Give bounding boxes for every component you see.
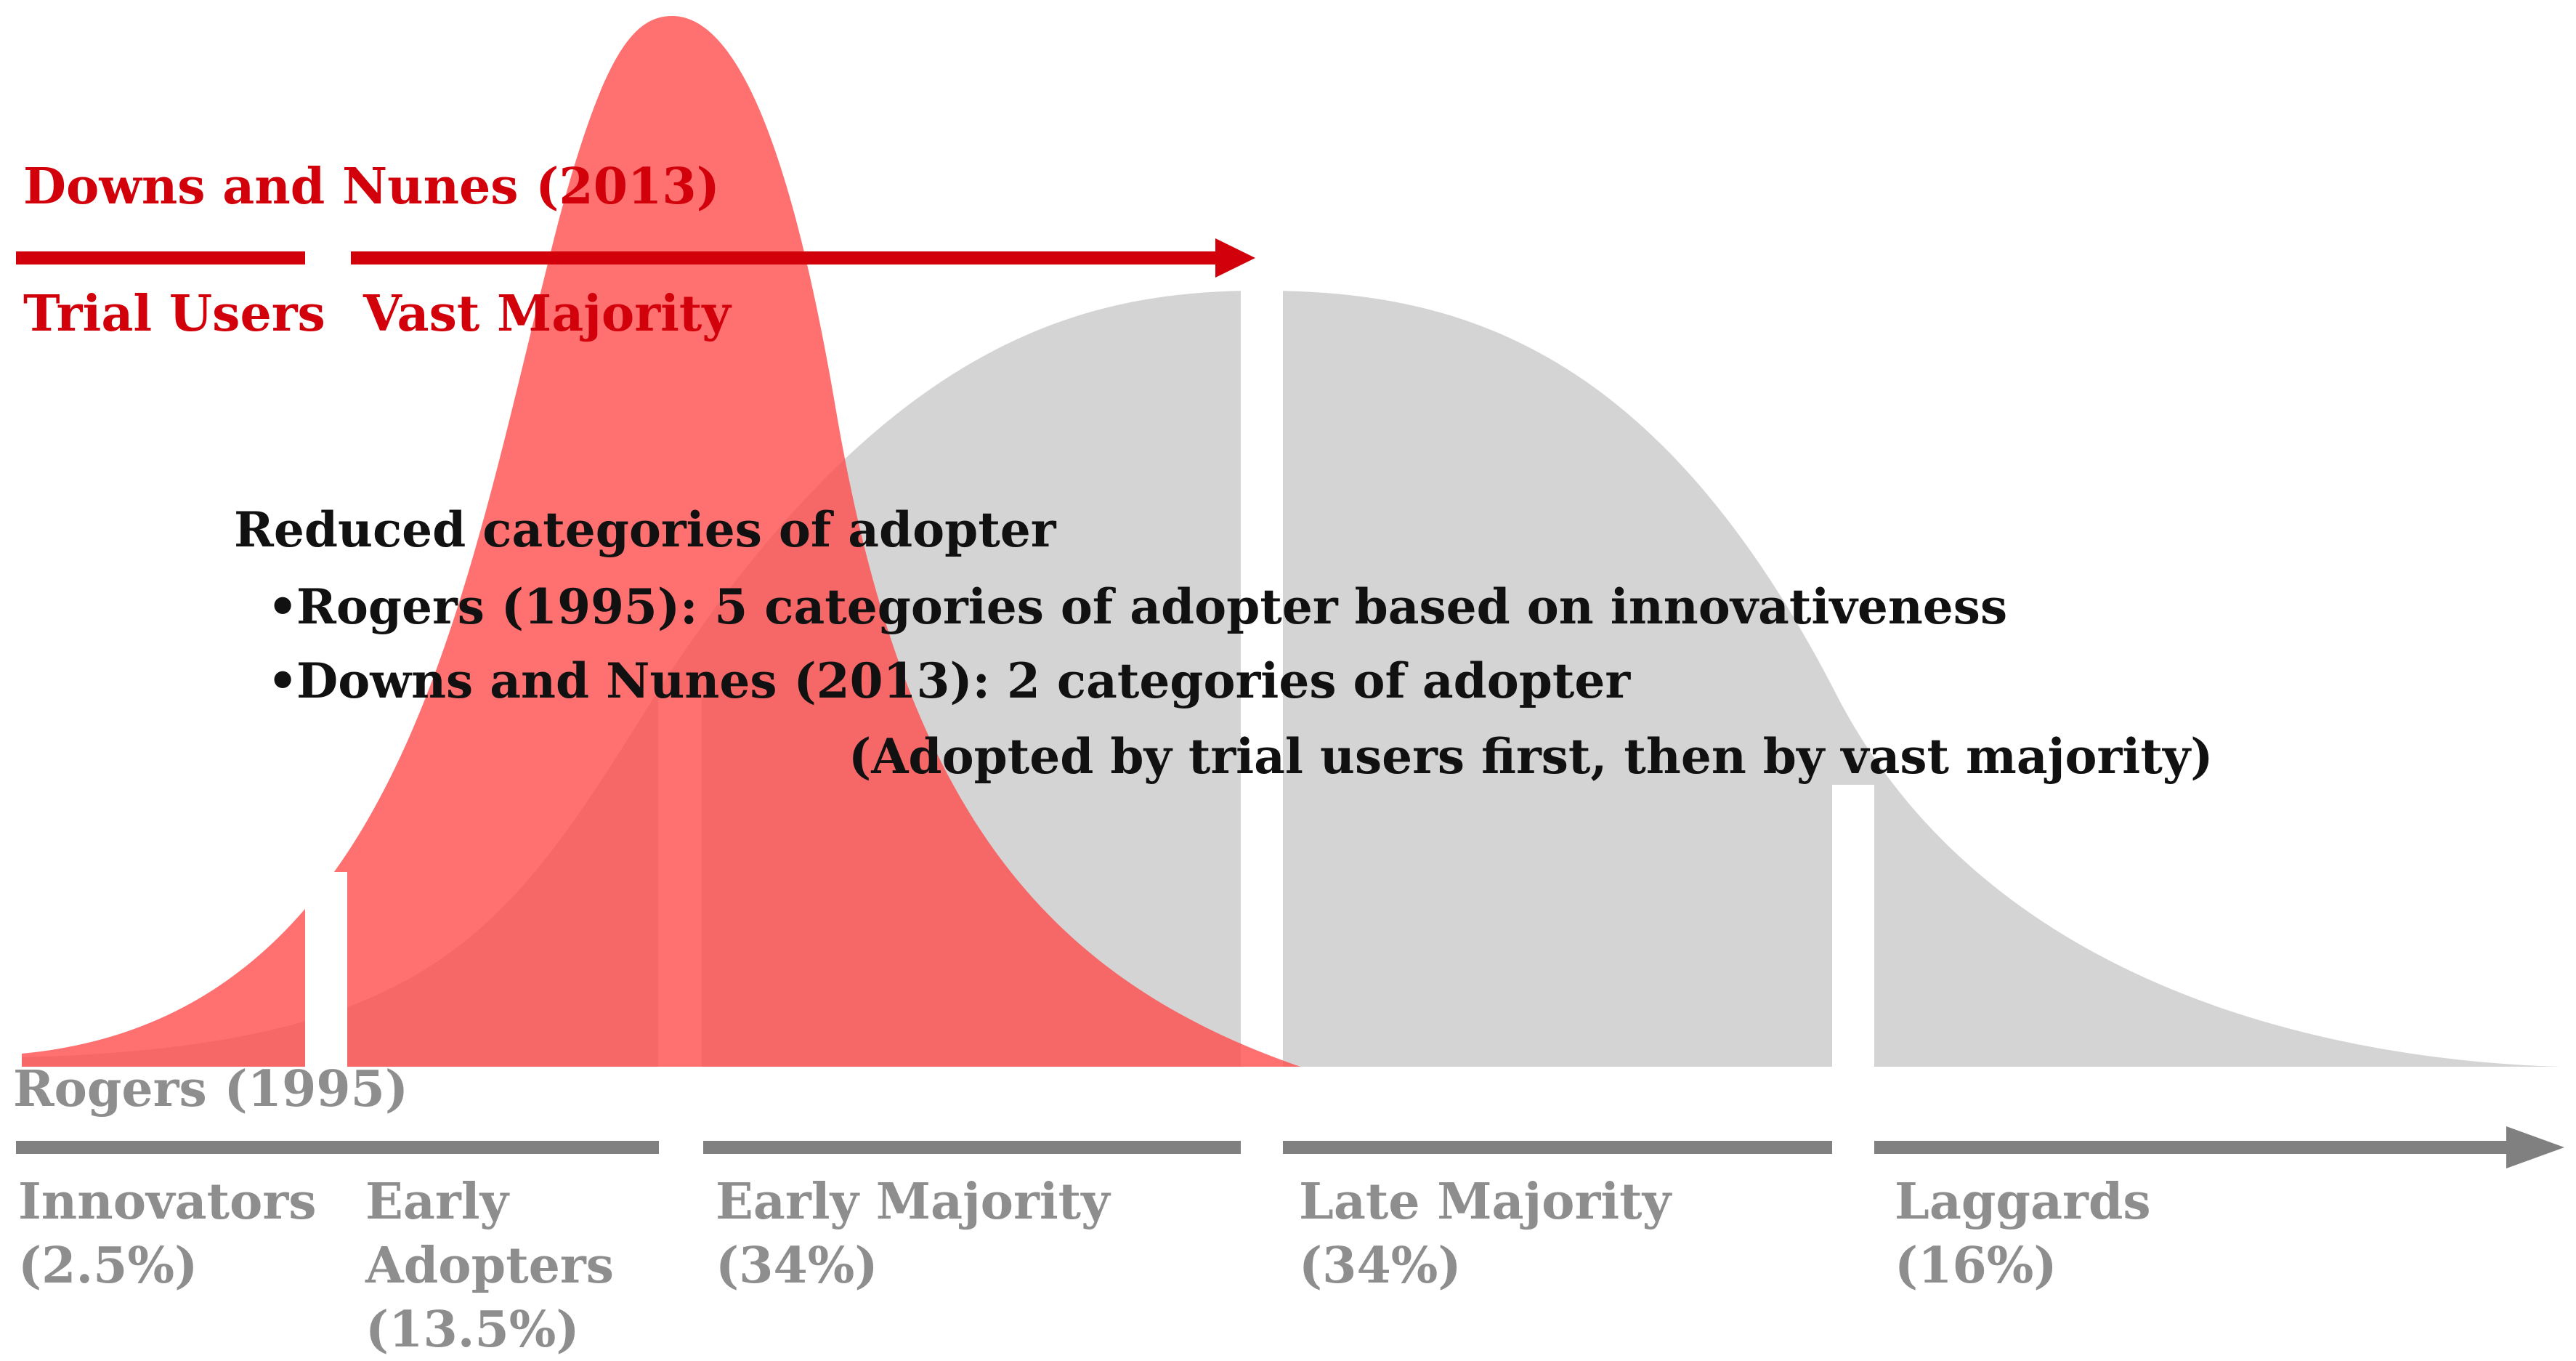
category-name: Late Majority bbox=[1299, 1173, 1673, 1231]
trial-users-label: Trial Users bbox=[23, 285, 325, 343]
rogers-axis: Rogers (1995) bbox=[13, 1060, 2564, 1168]
downs-nunes-title: Downs and Nunes (2013) bbox=[23, 158, 720, 216]
axis-segment-innovators-adopters bbox=[16, 1141, 659, 1154]
axis-segment-late-majority bbox=[1283, 1141, 1832, 1154]
category-share: (34%) bbox=[716, 1237, 878, 1295]
category-laggards: Laggards (16%) bbox=[1895, 1173, 2151, 1295]
bullet-note: (Adopted by trial users first, then by v… bbox=[848, 728, 2213, 785]
axis-segment-laggards bbox=[1874, 1141, 2514, 1154]
category-name: Laggards bbox=[1895, 1173, 2151, 1231]
category-name: Early Majority bbox=[716, 1173, 1111, 1231]
category-name: Early bbox=[365, 1173, 511, 1231]
vast-majority-arrowhead bbox=[1215, 238, 1255, 278]
bullet-marker-2: • bbox=[267, 653, 298, 709]
vast-majority-label: Vast Majority bbox=[362, 285, 732, 343]
rogers-divider-early-majority bbox=[1241, 276, 1283, 1072]
axis-segment-early-majority bbox=[703, 1141, 1241, 1154]
reduced-categories-block: Reduced categories of adopter • Rogers (… bbox=[234, 501, 2213, 785]
category-innovators: Innovators (2.5%) bbox=[18, 1173, 317, 1295]
category-share: (2.5%) bbox=[18, 1237, 198, 1295]
rogers-category-labels: Innovators (2.5%) Early Adopters (13.5%)… bbox=[18, 1173, 2151, 1359]
category-early-majority: Early Majority (34%) bbox=[716, 1173, 1111, 1295]
category-share: (13.5%) bbox=[365, 1301, 580, 1359]
bullet-rogers: Rogers (1995): 5 categories of adopter b… bbox=[296, 578, 2007, 635]
downs-nunes-curve bbox=[22, 16, 1300, 1075]
category-name: Innovators bbox=[18, 1173, 317, 1231]
rogers-divider-late-majority bbox=[1832, 785, 1874, 1075]
trial-users-line bbox=[16, 251, 305, 264]
axis-arrowhead bbox=[2506, 1126, 2564, 1168]
category-name: Adopters bbox=[365, 1237, 614, 1295]
bullet-downs-nunes: Downs and Nunes (2013): 2 categories of … bbox=[296, 653, 1631, 709]
downs-curve-shape bbox=[22, 16, 1300, 1067]
category-share: (16%) bbox=[1895, 1237, 2057, 1295]
category-late-majority: Late Majority (34%) bbox=[1299, 1173, 1673, 1295]
category-early-adopters: Early Adopters (13.5%) bbox=[365, 1173, 614, 1359]
vast-majority-line bbox=[351, 251, 1223, 264]
bullet-marker-1: • bbox=[267, 578, 298, 635]
reduced-categories-heading: Reduced categories of adopter bbox=[234, 501, 1057, 558]
category-share: (34%) bbox=[1299, 1237, 1462, 1295]
downs-nunes-annotation: Downs and Nunes (2013) Trial Users Vast … bbox=[16, 158, 1255, 343]
downs-divider-trial-vast bbox=[305, 872, 347, 1075]
rogers-title: Rogers (1995) bbox=[13, 1060, 408, 1118]
